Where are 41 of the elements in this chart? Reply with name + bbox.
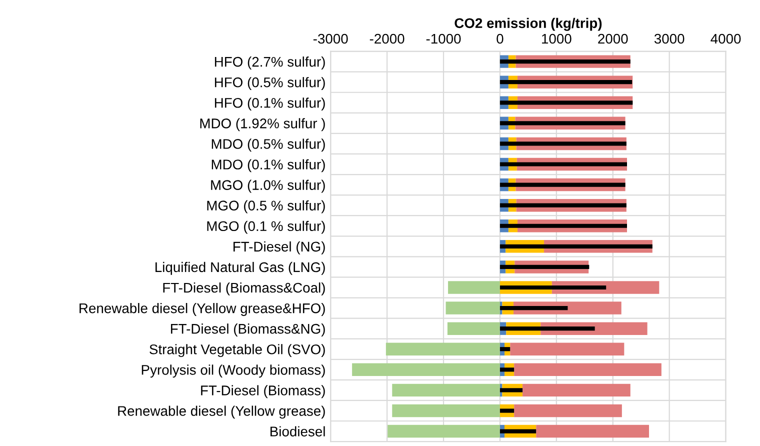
x-tick-label: 4000 (710, 34, 741, 44)
y-tick-label: FT-Diesel (Biomass) (201, 385, 325, 398)
y-tick-label: FT-Diesel (Biomass&NG) (170, 324, 325, 336)
x-tick-label: 1000 (542, 34, 572, 44)
y-tick-label: MDO (0.1% sulfur) (212, 159, 325, 172)
x-tick-label: 0 (496, 34, 504, 44)
y-tick-label: Liquified Natural Gas (LNG) (156, 262, 325, 275)
bar (510, 342, 624, 356)
y-tick-label: FT-Diesel (Biomass&Coal) (163, 282, 325, 296)
y-tick-label: HFO (0.1% sulfur) (214, 98, 325, 111)
y-tick-label: Pyrolysis oil (Woody biomass) (142, 364, 325, 378)
bar (386, 342, 500, 356)
y-tick-label: Renewable diesel (Yellow grease&HFO) (80, 303, 325, 316)
y-tick-label: Straight Vegetable Oil (SVO) (150, 344, 325, 358)
bar (392, 384, 500, 397)
y-tick-label: HFO (2.7% sulfur) (214, 56, 325, 70)
bar (536, 424, 650, 438)
bar (447, 322, 500, 335)
x-tick-label: 2000 (598, 34, 628, 44)
bar (514, 363, 662, 376)
x-axis-title: CO2 emission (kg/trip) (454, 18, 602, 31)
bar (388, 424, 500, 438)
y-tick-label: FT-Diesel (NG) (234, 241, 325, 254)
bar (522, 384, 630, 397)
y-tick-label: Biodiesel (270, 426, 325, 436)
bar (392, 404, 500, 418)
y-tick-label: MGO (1.0% sulfur) (211, 180, 325, 193)
y-tick-label: MDO (1.92% sulfur ) (200, 118, 325, 132)
x-tick-label: -1000 (426, 34, 461, 44)
y-tick-label: MGO (0.5 % sulfur) (207, 200, 325, 214)
y-tick-label: MGO (0.1 % sulfur) (207, 220, 325, 234)
x-tick-label: -2000 (370, 34, 404, 44)
bar (514, 404, 622, 418)
bar (352, 363, 500, 376)
x-tick-label: -3000 (313, 34, 348, 44)
y-tick-label: MDO (0.5% sulfur) (212, 138, 325, 152)
y-tick-label: HFO (0.5% sulfur) (214, 77, 325, 90)
y-tick-label: Renewable diesel (Yellow grease) (118, 406, 325, 419)
x-tick-label: 3000 (654, 34, 684, 44)
bar (448, 281, 500, 294)
bar (446, 302, 500, 314)
